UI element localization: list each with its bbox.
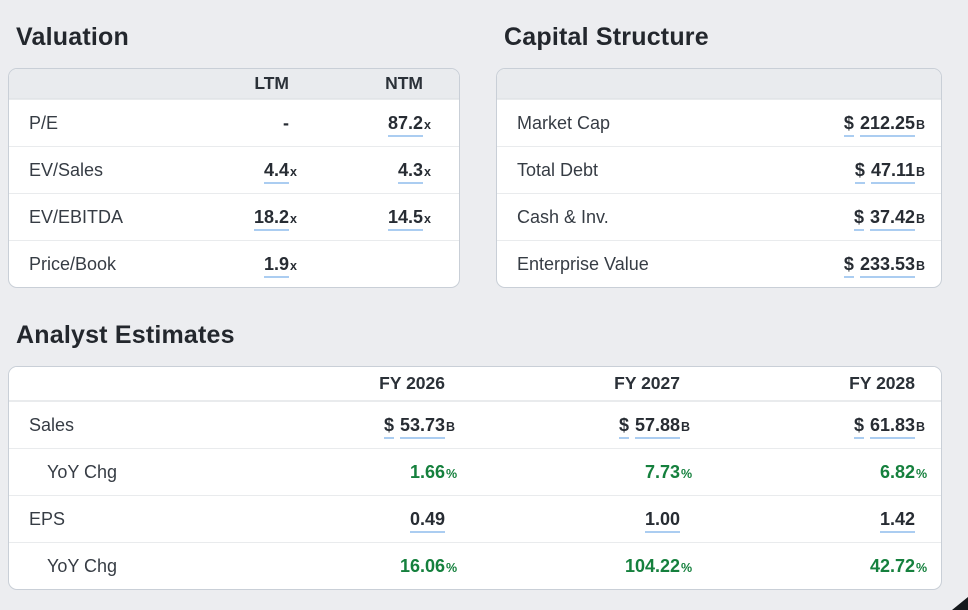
analyst-estimates-title: Analyst Estimates — [16, 321, 235, 349]
financial-overview-page: Valuation LTM NTM P/E - 87.2x EV/Sales 4… — [8, 20, 942, 590]
value-cell-evsales-ltm[interactable]: 4.4x — [169, 159, 303, 184]
value-cell-eps-fy2026[interactable]: 0.49 — [224, 508, 459, 533]
mouse-cursor-tip — [952, 597, 968, 610]
table-row-total-debt: Total Debt $47.11B — [497, 146, 941, 193]
valuation-title: Valuation — [16, 23, 129, 51]
value-cell-eps-fy2027[interactable]: 1.00 — [459, 508, 694, 533]
capital-structure-table: Market Cap $212.25B Total Debt $47.11B C… — [496, 68, 942, 288]
value-cell-eps-yoy-fy2026: 16.06% — [399, 555, 458, 576]
value-cell-pe-ntm[interactable]: 87.2x — [303, 112, 437, 137]
row-label: EPS — [29, 508, 66, 529]
row-label: EV/EBITDA — [29, 206, 124, 227]
analyst-header-fy2027: FY 2027 — [614, 373, 680, 393]
row-label: Enterprise Value — [517, 253, 649, 274]
table-row-enterprise-value: Enterprise Value $233.53B — [497, 240, 941, 287]
value-cell-market-cap[interactable]: $212.25B — [723, 112, 929, 137]
row-label: EV/Sales — [29, 159, 104, 180]
valuation-section: Valuation LTM NTM P/E - 87.2x EV/Sales 4… — [8, 20, 460, 288]
valuation-table: LTM NTM P/E - 87.2x EV/Sales 4.4x 4.3x E… — [8, 68, 460, 288]
row-label: YoY Chg — [47, 555, 118, 576]
table-row-market-cap: Market Cap $212.25B — [497, 99, 941, 146]
value-cell-cash-inv[interactable]: $37.42B — [723, 206, 929, 231]
table-row-ev-sales: EV/Sales 4.4x 4.3x — [9, 146, 459, 193]
table-row-ev-ebitda: EV/EBITDA 18.2x 14.5x — [9, 193, 459, 240]
capital-structure-title: Capital Structure — [504, 23, 709, 51]
value-cell-pricebook-ltm[interactable]: 1.9x — [169, 253, 303, 278]
value-cell-enterprise-value[interactable]: $233.53B — [723, 253, 929, 278]
row-label: Total Debt — [517, 159, 599, 180]
analyst-header-fy2026: FY 2026 — [379, 373, 445, 393]
value-cell-eps-yoy-fy2027: 104.22% — [624, 555, 693, 576]
row-label: YoY Chg — [47, 461, 118, 482]
value-cell-sales-fy2026[interactable]: $53.73B — [224, 414, 459, 439]
table-row-sales: Sales $53.73B $57.88B $61.83B — [9, 401, 941, 448]
value-cell-eps-yoy-fy2028: 42.72% — [869, 555, 928, 576]
table-row-price-book: Price/Book 1.9x — [9, 240, 459, 287]
valuation-header-row: LTM NTM — [9, 69, 459, 99]
capital-structure-section: Capital Structure Market Cap $212.25B To… — [496, 20, 942, 288]
table-row-eps: EPS 0.49 1.00 1.42 — [9, 495, 941, 542]
capital-structure-header-row — [497, 69, 941, 99]
value-cell-pe-ltm: - — [283, 112, 289, 133]
value-cell-evsales-ntm[interactable]: 4.3x — [303, 159, 437, 184]
value-cell-sales-fy2027[interactable]: $57.88B — [459, 414, 694, 439]
value-cell-sales-yoy-fy2028: 6.82% — [879, 461, 928, 482]
table-row-pe: P/E - 87.2x — [9, 99, 459, 146]
table-row-eps-yoy-chg: YoY Chg 16.06% 104.22% 42.72% — [9, 542, 941, 589]
top-row: Valuation LTM NTM P/E - 87.2x EV/Sales 4… — [8, 20, 942, 288]
row-label: Sales — [29, 414, 75, 435]
analyst-estimates-section: Analyst Estimates FY 2026 FY 2027 FY 202… — [8, 318, 942, 590]
value-cell-eps-fy2028[interactable]: 1.42 — [694, 508, 929, 533]
table-row-sales-yoy-chg: YoY Chg 1.66% 7.73% 6.82% — [9, 448, 941, 495]
value-cell-total-debt[interactable]: $47.11B — [723, 159, 929, 184]
value-cell-evebitda-ntm[interactable]: 14.5x — [303, 206, 437, 231]
valuation-header-ntm: NTM — [385, 73, 423, 93]
analyst-header-row: FY 2026 FY 2027 FY 2028 — [9, 367, 941, 401]
analyst-header-fy2028: FY 2028 — [849, 373, 915, 393]
value-cell-evebitda-ltm[interactable]: 18.2x — [169, 206, 303, 231]
row-label: Price/Book — [29, 253, 117, 274]
table-row-cash-inv: Cash & Inv. $37.42B — [497, 193, 941, 240]
row-label: Market Cap — [517, 112, 611, 133]
value-cell-sales-fy2028[interactable]: $61.83B — [694, 414, 929, 439]
value-cell-sales-yoy-fy2026: 1.66% — [409, 461, 458, 482]
value-cell-sales-yoy-fy2027: 7.73% — [644, 461, 693, 482]
row-label: P/E — [29, 112, 59, 133]
valuation-header-ltm: LTM — [254, 73, 289, 93]
row-label: Cash & Inv. — [517, 206, 609, 227]
value-cell-pricebook-ntm — [303, 254, 437, 275]
analyst-estimates-table: FY 2026 FY 2027 FY 2028 Sales $53.73B $5… — [8, 366, 942, 590]
